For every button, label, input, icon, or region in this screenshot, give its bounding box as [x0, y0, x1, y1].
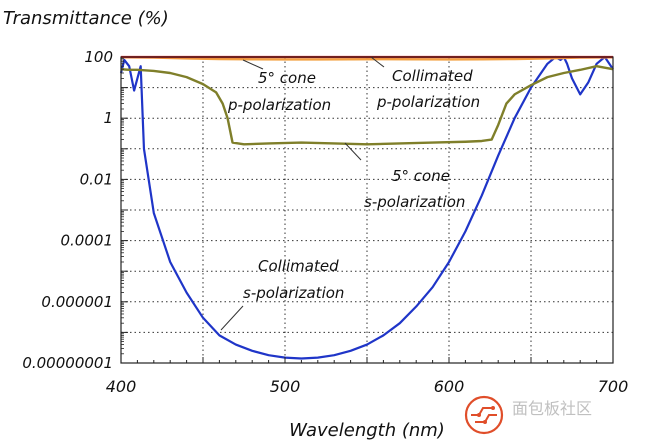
- annotation-cone-s-line2: s-polarization: [364, 193, 465, 211]
- plot-grid: [121, 57, 613, 363]
- annotation-cone-p-line2: p-polarization: [227, 96, 331, 114]
- leader-cone-s: [344, 142, 362, 161]
- annotation-collimated-p-line2: p-polarization: [376, 93, 480, 111]
- x-tick-label: 400: [106, 377, 137, 396]
- chart-title: Transmittance (%): [3, 8, 169, 29]
- leader-collimated-p: [370, 56, 385, 68]
- annotations: 5° cone p-polarization Collimated p-pola…: [227, 67, 480, 302]
- axis-ticks: [120, 56, 614, 364]
- watermark-text: 面包板社区: [512, 399, 592, 418]
- x-tick-labels: 400 500 600 700: [106, 377, 629, 396]
- annotation-cone-p-line1: 5° cone: [258, 69, 316, 87]
- leader-lines: [220, 56, 385, 331]
- series-cone-s: [120, 65, 614, 146]
- y-tick-label: 0.000001: [41, 293, 113, 311]
- y-tick-label: 1: [103, 109, 113, 127]
- x-axis-label: Wavelength (nm): [289, 420, 445, 441]
- leader-cone-p: [242, 59, 264, 70]
- x-tick-label: 600: [434, 377, 465, 396]
- leader-collimated-s: [220, 305, 244, 331]
- y-tick-label: 0.00000001: [22, 354, 113, 372]
- annotation-collimated-s-line2: s-polarization: [243, 284, 344, 302]
- x-tick-label: 700: [598, 377, 629, 396]
- y-tick-label: 0.01: [80, 170, 113, 188]
- series-cone-p: [120, 56, 614, 61]
- annotation-collimated-p-line1: Collimated: [392, 67, 473, 85]
- x-tick-label: 500: [270, 377, 301, 396]
- y-tick-label: 0.0001: [61, 232, 114, 250]
- annotation-collimated-s-line1: Collimated: [258, 257, 339, 275]
- circuit-logo-icon: [464, 395, 504, 435]
- watermark: 面包板社区: [464, 395, 592, 435]
- y-tick-labels: 100 1 0.01 0.0001 0.000001 0.00000001: [22, 48, 113, 372]
- annotation-cone-s-line1: 5° cone: [392, 167, 450, 185]
- y-tick-label: 100: [84, 48, 113, 66]
